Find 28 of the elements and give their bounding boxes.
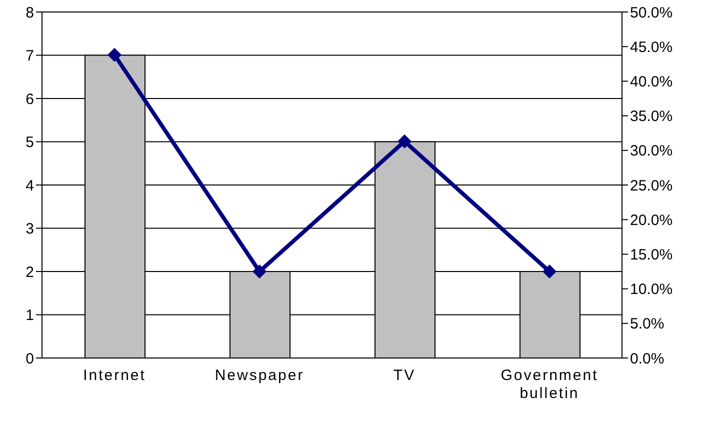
y2-tick-label: 30.0% <box>630 142 673 160</box>
x-tick-label: Internet <box>83 367 146 384</box>
y2-tick-label: 5.0% <box>630 316 664 333</box>
x-tick-label: Newspaper <box>214 367 304 384</box>
y-tick-label: 4 <box>26 177 34 194</box>
y2-tick-label: 20.0% <box>630 212 673 229</box>
y2-tick-label: 35.0% <box>630 108 673 126</box>
point <box>108 48 122 62</box>
x-tick-label: TV <box>393 367 416 384</box>
y-tick-label: 1 <box>26 307 34 324</box>
y2-tick-label: 0.0% <box>630 350 664 368</box>
y2-tick-label: 15.0% <box>630 246 673 264</box>
y2-tick-label: 40.0% <box>630 74 673 91</box>
y2-tick-label: 25.0% <box>630 177 673 194</box>
point <box>398 134 412 148</box>
y-tick-label: 2 <box>26 264 34 281</box>
point <box>542 264 556 278</box>
y-tick-label: 6 <box>26 90 34 108</box>
y-tick-label: 7 <box>26 48 34 65</box>
y-tick-label: 8 <box>26 4 34 22</box>
y2-tick-label: 10.0% <box>630 281 673 298</box>
y2-tick-label: 50.0% <box>630 4 673 22</box>
point <box>252 264 266 278</box>
y-tick-label: 0 <box>26 350 34 368</box>
y-tick-label: 5 <box>26 134 34 152</box>
y-tick-label: 3 <box>26 220 34 238</box>
x-tick-label: Government bulletin <box>500 367 598 402</box>
y2-tick-label: 45.0% <box>630 38 673 56</box>
